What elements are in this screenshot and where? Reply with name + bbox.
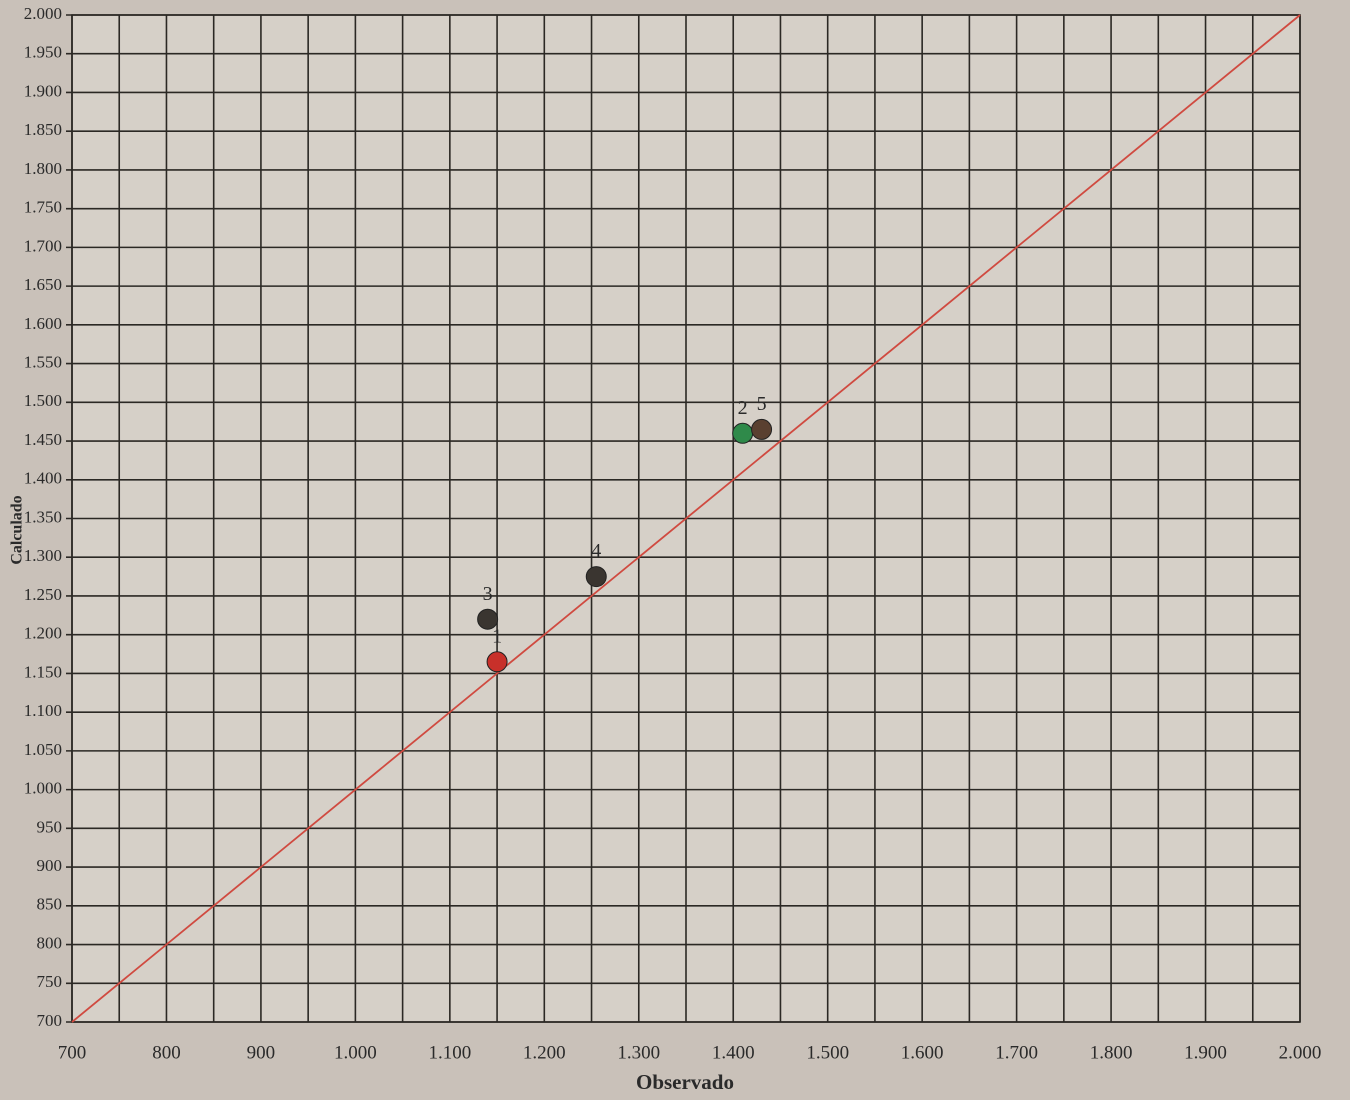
x-tick-label: 1.900 <box>1184 1042 1227 1063</box>
y-tick-label: 1.600 <box>24 314 62 333</box>
x-tick-label: 1.500 <box>806 1042 849 1063</box>
x-tick-label: 700 <box>58 1042 87 1063</box>
point <box>478 609 498 629</box>
y-tick-label: 1.900 <box>24 81 62 100</box>
y-tick-label: 1.350 <box>24 507 62 526</box>
x-tick-label: 1.400 <box>712 1042 755 1063</box>
y-tick-label: 1.250 <box>24 585 62 604</box>
point-label: 1 <box>492 625 502 647</box>
y-tick-label: 1.950 <box>24 43 62 62</box>
y-tick-label: 1.100 <box>24 701 62 720</box>
y-tick-label: 1.700 <box>24 236 62 255</box>
y-tick-label: 950 <box>37 817 63 836</box>
point-label: 5 <box>757 393 767 415</box>
y-tick-label: 1.400 <box>24 469 62 488</box>
y-tick-label: 1.650 <box>24 275 62 294</box>
x-axis-title: Observado <box>636 1070 734 1094</box>
x-tick-label: 800 <box>152 1042 181 1063</box>
y-tick-label: 1.500 <box>24 391 62 410</box>
y-tick-label: 750 <box>37 972 63 991</box>
y-tick-label: 1.800 <box>24 159 62 178</box>
point-label: 4 <box>591 540 601 562</box>
point <box>487 652 507 672</box>
x-tick-label: 1.700 <box>995 1042 1038 1063</box>
y-tick-label: 1.300 <box>24 546 62 565</box>
x-tick-label: 1.200 <box>523 1042 566 1063</box>
y-tick-label: 1.850 <box>24 120 62 139</box>
y-tick-label: 2.000 <box>24 4 62 23</box>
point <box>586 567 606 587</box>
x-tick-label: 1.800 <box>1090 1042 1133 1063</box>
y-tick-label: 700 <box>37 1011 63 1030</box>
y-tick-label: 900 <box>37 856 63 875</box>
y-tick-label: 1.150 <box>24 662 62 681</box>
y-tick-label: 1.550 <box>24 352 62 371</box>
x-tick-label: 1.100 <box>428 1042 471 1063</box>
point-label: 3 <box>483 583 493 605</box>
chart: Observado Calculado 7008009001.0001.1001… <box>0 0 1350 1100</box>
point <box>733 423 753 443</box>
point <box>752 419 772 439</box>
y-tick-label: 1.200 <box>24 624 62 643</box>
x-tick-label: 1.000 <box>334 1042 377 1063</box>
y-tick-label: 850 <box>37 895 63 914</box>
x-tick-label: 1.600 <box>901 1042 944 1063</box>
y-tick-label: 1.450 <box>24 430 62 449</box>
point-label: 2 <box>738 397 748 419</box>
y-tick-label: 1.000 <box>24 779 62 798</box>
x-tick-label: 2.000 <box>1279 1042 1322 1063</box>
y-tick-label: 800 <box>37 933 63 952</box>
y-tick-label: 1.750 <box>24 198 62 217</box>
x-tick-label: 1.300 <box>617 1042 660 1063</box>
y-tick-label: 1.050 <box>24 740 62 759</box>
x-tick-label: 900 <box>247 1042 276 1063</box>
